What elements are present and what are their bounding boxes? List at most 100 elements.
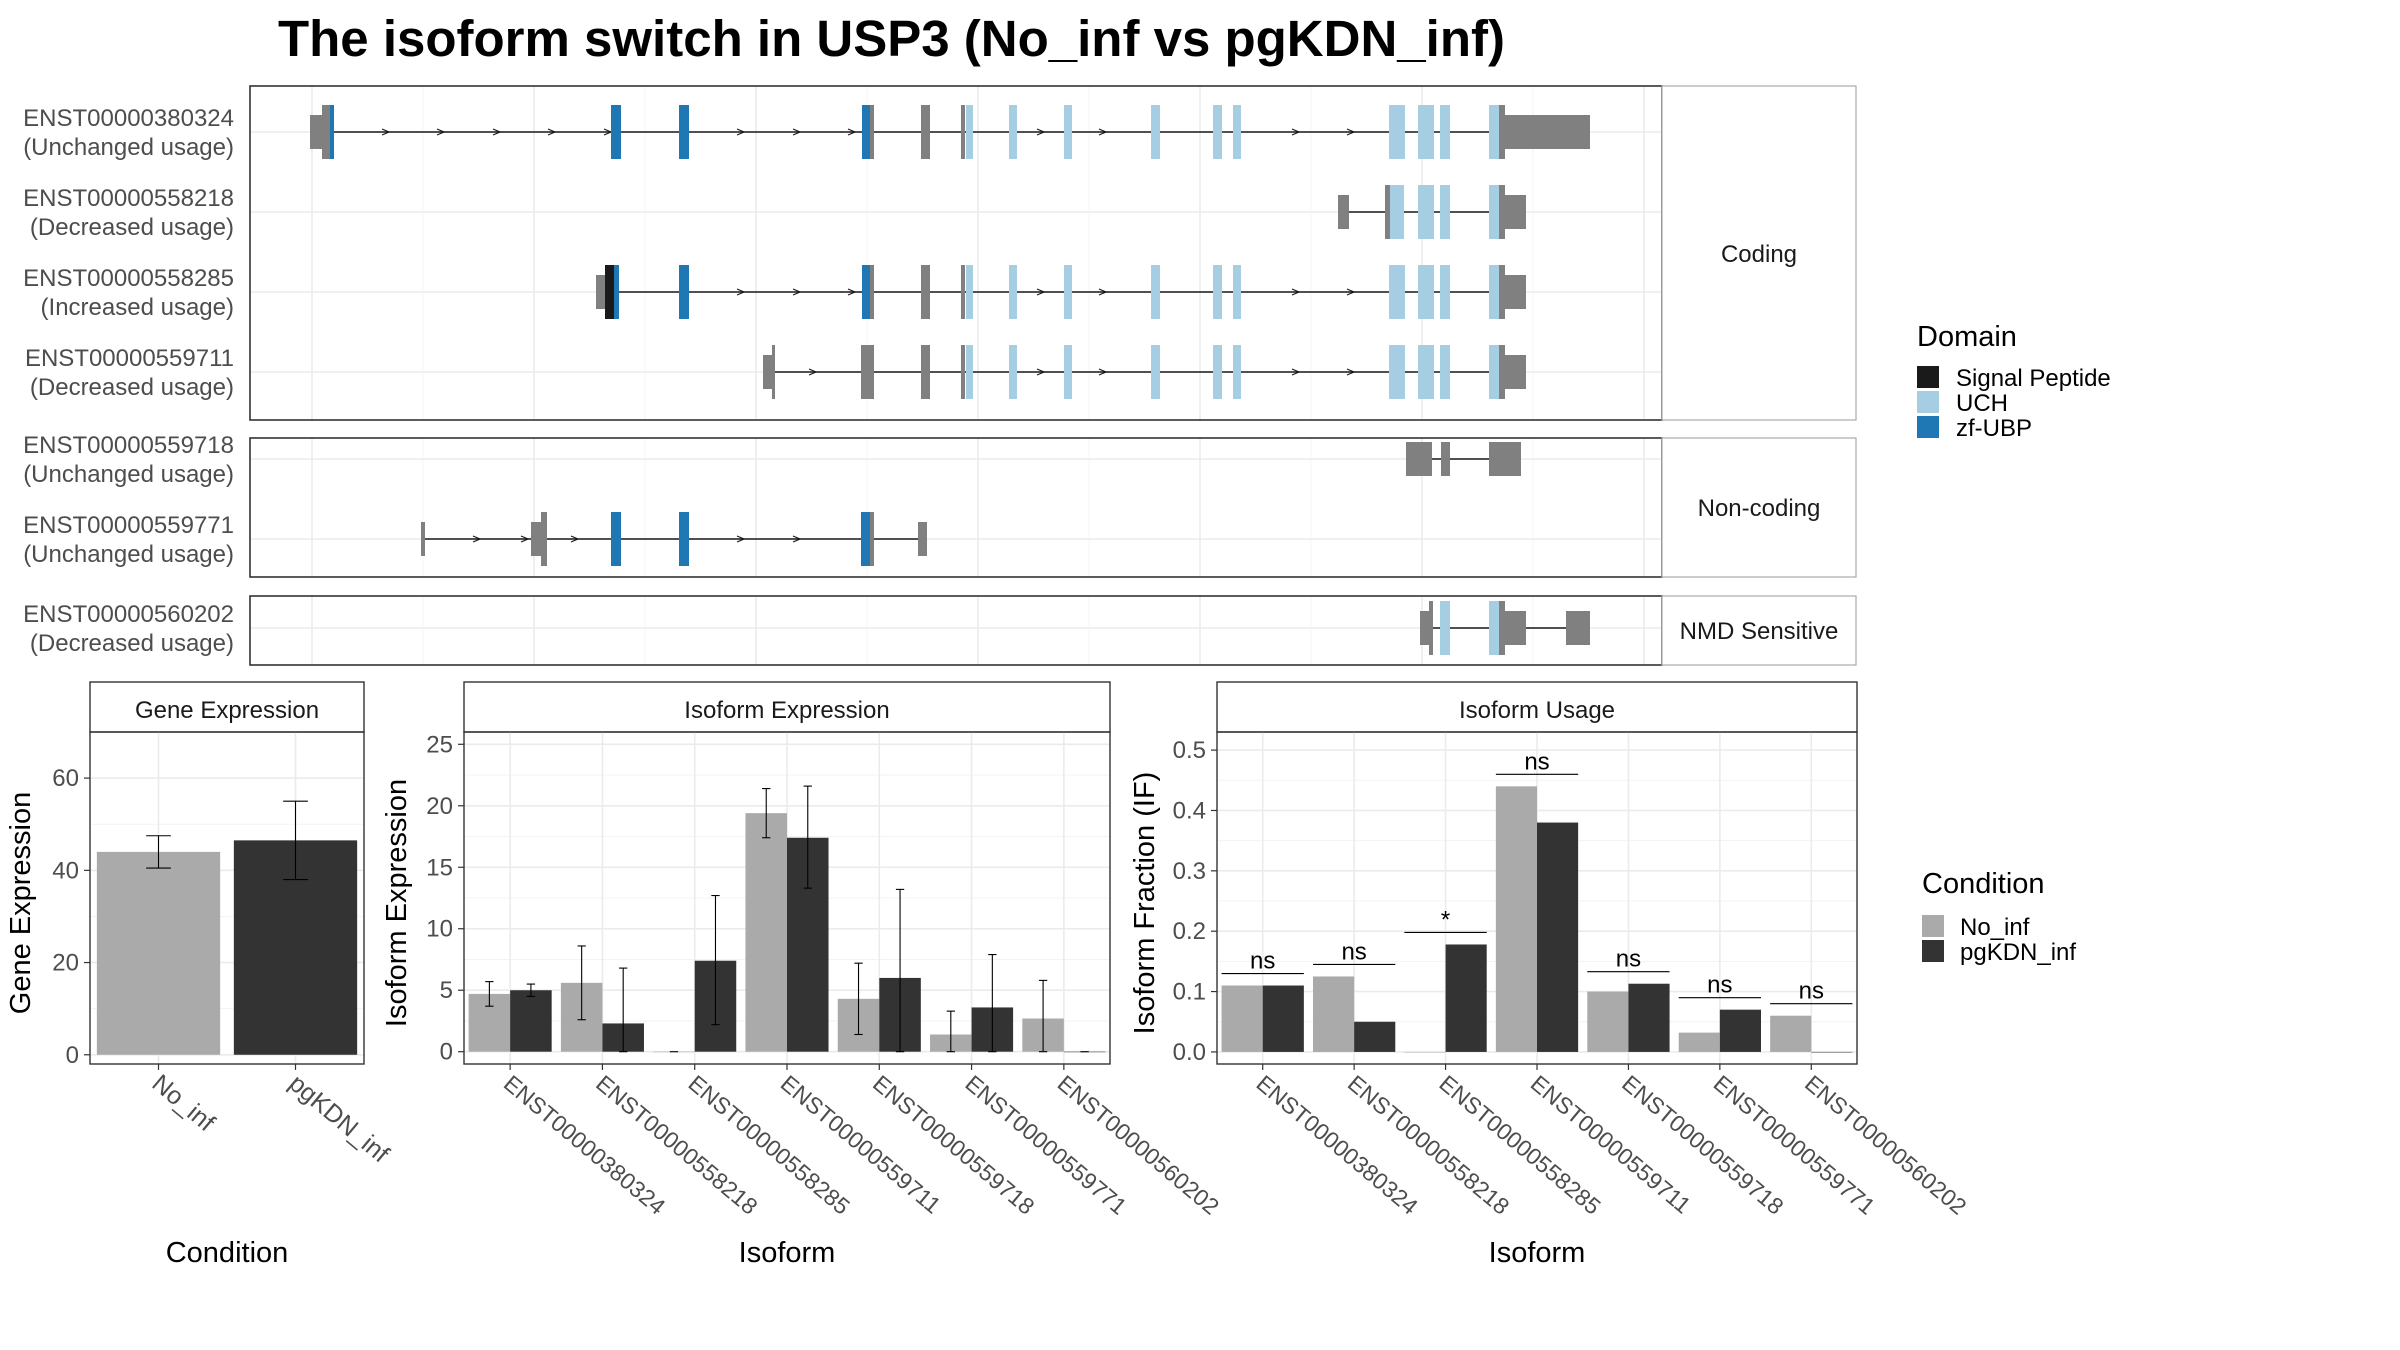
exon-block <box>1429 601 1433 655</box>
plot-frame <box>89 731 365 1065</box>
strand-arrow <box>492 128 502 136</box>
bar <box>1719 1009 1761 1052</box>
exon-block <box>1505 275 1526 309</box>
exon-block <box>1389 265 1405 319</box>
significance-label: ns <box>1707 972 1732 999</box>
y-tick-label: 0.2 <box>1173 918 1206 945</box>
exon-block <box>1489 601 1499 655</box>
exon-block <box>1009 265 1017 319</box>
strand-arrow <box>736 535 746 543</box>
exon-block <box>1505 195 1526 229</box>
noncoding-facet-label: Non-coding <box>1698 495 1821 522</box>
exon-block <box>614 265 619 319</box>
uch-swatch <box>1917 391 1939 413</box>
track-id-label: ENST00000380324 <box>23 105 234 132</box>
y-tick-label: 0.5 <box>1173 737 1206 764</box>
strand-arrow <box>792 128 802 136</box>
strand-arrow <box>1098 128 1108 136</box>
bar <box>1587 991 1629 1052</box>
x-tick-label: pgKDN_inf <box>284 1069 395 1168</box>
zf-ubp-swatch <box>1917 416 1939 438</box>
y-tick-label: 0 <box>66 1042 79 1069</box>
strand-arrow <box>1036 368 1046 376</box>
x-tick-label: ENST00000560202 <box>1800 1070 1972 1220</box>
track-usage-label: (Unchanged usage) <box>23 541 234 568</box>
exon-block <box>1440 345 1450 399</box>
strand-arrow <box>1098 368 1108 376</box>
exon-block <box>862 105 872 159</box>
bar <box>1445 944 1487 1052</box>
exon-block <box>679 512 689 566</box>
strand-arrow <box>1346 288 1356 296</box>
exon-block <box>1009 105 1017 159</box>
isoform-expression-chart: Isoform Expression 0 5 10 15 20 25 ENST0000038… <box>381 681 1225 1269</box>
nmd-facet-panel <box>249 595 1663 666</box>
gene-expression-ylabel: Gene Expression <box>5 792 37 1014</box>
strand-arrow <box>808 368 818 376</box>
strand-arrow <box>1291 288 1301 296</box>
strand-arrow <box>847 288 857 296</box>
exon-block <box>1440 105 1450 159</box>
exon-block <box>1418 345 1434 399</box>
x-tick-label: ENST00000559711 <box>1526 1070 1696 1219</box>
exon-block <box>605 265 614 319</box>
exon-block <box>1489 345 1499 399</box>
nmd-facet-strip <box>1661 595 1857 666</box>
exon-block <box>861 345 871 399</box>
strand-arrow <box>547 128 557 136</box>
x-tick-label: ENST00000558218 <box>591 1070 763 1220</box>
exon-block <box>596 275 605 309</box>
isoform-expression-xlabel: Isoform <box>739 1237 836 1269</box>
exon-block <box>1440 185 1450 239</box>
isoform-usage-ylabel: Isoform Fraction (IF) <box>1129 772 1161 1035</box>
y-tick-label: 60 <box>52 765 79 792</box>
x-tick-label: ENST00000380324 <box>1252 1070 1424 1220</box>
exon-block <box>966 105 973 159</box>
x-tick-label: ENST00000559711 <box>776 1070 946 1219</box>
exon-block <box>1389 345 1405 399</box>
x-tick-label: No_inf <box>147 1069 220 1137</box>
y-tick-label: 25 <box>426 731 453 758</box>
y-tick-label: 10 <box>426 916 453 943</box>
exon-block <box>870 265 874 319</box>
exon-block <box>1151 265 1160 319</box>
track-usage-label: (Decreased usage) <box>30 214 234 241</box>
significance-label: ns <box>1616 946 1641 973</box>
isoform-expression-strip <box>463 681 1111 733</box>
exon-block <box>1499 105 1505 159</box>
exon-block <box>1233 105 1241 159</box>
exon-block <box>679 105 689 159</box>
strand-arrow <box>736 128 746 136</box>
exon-block <box>611 105 621 159</box>
strand-arrow <box>436 128 446 136</box>
track-id-label: ENST00000559718 <box>23 432 234 459</box>
exon-block <box>870 512 874 566</box>
exon-block <box>322 105 331 159</box>
y-tick-label: 40 <box>52 857 79 884</box>
domain-legend-title: Domain <box>1917 321 2017 353</box>
bar <box>745 813 787 1052</box>
strand-arrow <box>1291 368 1301 376</box>
exon-block <box>679 265 689 319</box>
exon-block <box>1499 265 1505 319</box>
bar <box>1678 1032 1720 1052</box>
gene-expression-xlabel: Condition <box>166 1237 289 1269</box>
track-usage-label: (Unchanged usage) <box>23 134 234 161</box>
bar <box>1770 1015 1812 1052</box>
y-tick-label: 0.1 <box>1173 979 1206 1006</box>
exon-block <box>1389 105 1405 159</box>
exon-block <box>1440 265 1450 319</box>
exon-block <box>330 105 334 159</box>
uch-legend-label: UCH <box>1956 390 2008 417</box>
y-tick-label: 0.0 <box>1173 1039 1206 1066</box>
exon-block <box>1505 611 1526 645</box>
track-id-label: ENST00000558218 <box>23 185 234 212</box>
exon-block <box>1418 185 1434 239</box>
exon-block <box>966 345 973 399</box>
x-tick-label: ENST00000560202 <box>1053 1070 1225 1220</box>
strand-arrow <box>381 128 391 136</box>
strand-arrow <box>847 128 857 136</box>
exon-block <box>763 355 772 389</box>
pgkdn-inf-legend-label: pgKDN_inf <box>1960 939 2076 966</box>
y-tick-label: 20 <box>426 793 453 820</box>
